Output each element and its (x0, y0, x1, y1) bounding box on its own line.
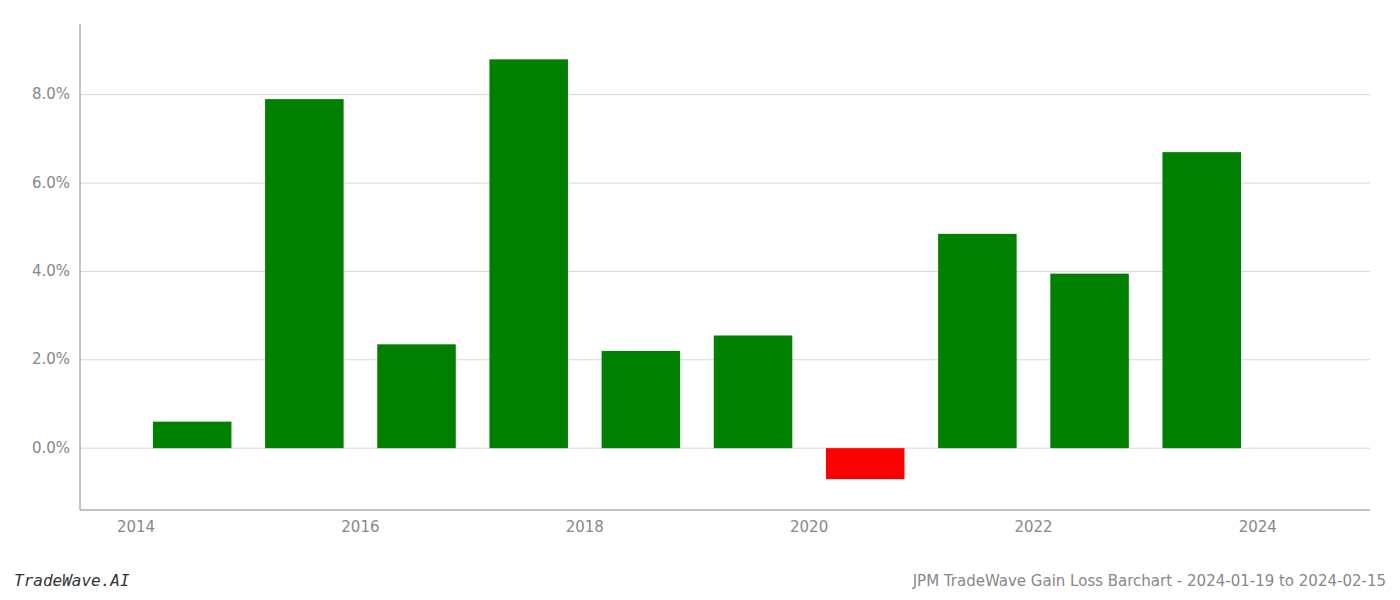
bar (153, 422, 232, 449)
bar (714, 335, 793, 448)
y-tick-label: 4.0% (32, 262, 70, 280)
y-grid (80, 95, 1370, 448)
y-tick-label: 0.0% (32, 439, 70, 457)
x-tick-label: 2014 (117, 518, 155, 536)
bar (265, 99, 344, 448)
x-tick-label: 2024 (1239, 518, 1277, 536)
bars (153, 59, 1241, 479)
y-tick-labels: 0.0% 2.0% 4.0% 6.0% 8.0% (32, 85, 70, 456)
y-tick-label: 8.0% (32, 85, 70, 103)
x-axis-line (80, 510, 1370, 511)
x-tick-label: 2016 (341, 518, 379, 536)
chart-container: 0.0% 2.0% 4.0% 6.0% 8.0% 2014 2016 2018 2020 2022… (0, 0, 1400, 600)
bar (826, 448, 905, 479)
chart-title: JPM TradeWave Gain Loss Barchart - 2024-… (912, 572, 1386, 590)
x-tick-label: 2022 (1014, 518, 1052, 536)
grid-line (80, 94, 1370, 95)
watermark: TradeWave.AI (14, 571, 130, 590)
bar (377, 344, 456, 448)
x-tick-label: 2020 (790, 518, 828, 536)
y-axis-line (80, 24, 81, 510)
bar (1162, 152, 1241, 448)
y-tick-label: 2.0% (32, 350, 70, 368)
bar (489, 59, 568, 448)
x-tick-label: 2018 (566, 518, 604, 536)
x-tick-labels: 2014 2016 2018 2020 2022 2024 (117, 518, 1277, 536)
y-tick-label: 6.0% (32, 174, 70, 192)
bar (1050, 274, 1129, 449)
bar (602, 351, 681, 448)
bar (938, 234, 1017, 448)
chart-svg: 0.0% 2.0% 4.0% 6.0% 8.0% 2014 2016 2018 2020 2022… (0, 0, 1400, 600)
